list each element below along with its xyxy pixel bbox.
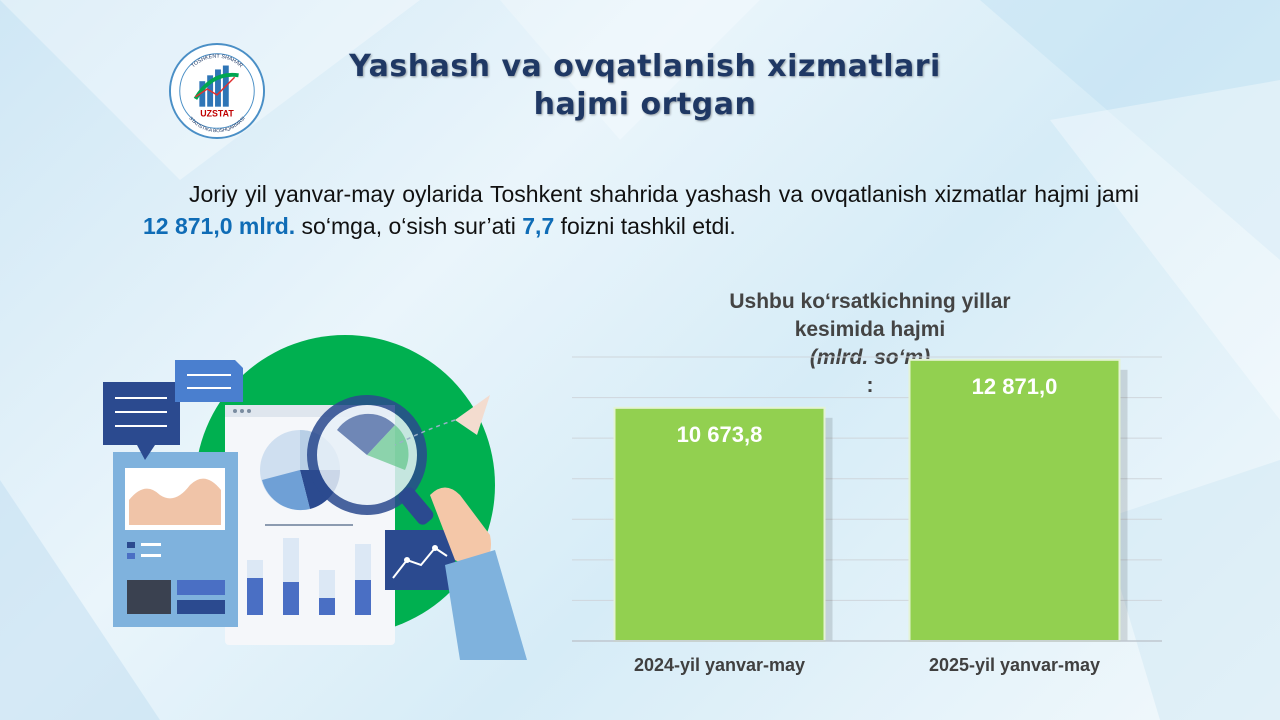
page-title-line1: Yashash va ovqatlanish xizmatlari xyxy=(349,49,941,84)
line-chart-card xyxy=(385,530,455,590)
note-icon xyxy=(175,360,243,402)
analytics-illustration xyxy=(103,335,527,660)
paragraph-part1: Joriy yil yanvar-may oylarida Toshkent s… xyxy=(189,181,1139,207)
bar-chart: 10 673,8 2024-yil yanvar-may 12 871,0 2025-… xyxy=(572,356,1162,675)
paragraph-part2: so‘mga, o‘sish sur’ati xyxy=(295,213,523,239)
page-title-line2: hajmi ortgan xyxy=(533,87,757,122)
paper-plane-icon xyxy=(455,395,490,435)
chart-title-line2-prefix: kesimida hajmi xyxy=(794,318,946,341)
speech-bubble-icon xyxy=(103,382,180,460)
hand-shape xyxy=(430,487,491,570)
chart-bar xyxy=(908,358,1121,643)
chart-title-line1: Ushbu ko‘rsatkichning yillar xyxy=(729,290,1011,313)
summary-paragraph: Joriy yil yanvar-may oylarida Toshkent s… xyxy=(143,178,1139,242)
chart-title-line2-suffix: : xyxy=(866,374,874,397)
chart-data-label: 12 871,0 xyxy=(972,374,1058,399)
uzstat-logo: UZSTAT TOSHKENT SHAHAR STATISTIKA BOSHQA… xyxy=(168,42,266,140)
page-title: Yashash va ovqatlanish xizmatlari hajmi … xyxy=(300,48,990,124)
chart-category-label: 2024-yil yanvar-may xyxy=(634,655,805,675)
chart-category-label: 2025-yil yanvar-may xyxy=(929,655,1100,675)
paragraph-part3: foizni tashkil etdi. xyxy=(554,213,736,239)
paragraph-growth-value: 7,7 xyxy=(522,213,555,239)
chart-data-label: 10 673,8 xyxy=(677,422,763,447)
paragraph-total-value: 12 871,0 mlrd. xyxy=(143,213,296,239)
logo-brand: UZSTAT xyxy=(200,108,234,118)
